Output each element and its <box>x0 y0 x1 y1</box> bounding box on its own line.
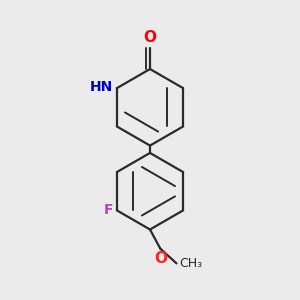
Text: CH₃: CH₃ <box>179 257 202 270</box>
Text: F: F <box>104 203 113 218</box>
Text: O: O <box>154 251 167 266</box>
Text: O: O <box>143 31 157 46</box>
Text: HN: HN <box>90 80 113 94</box>
